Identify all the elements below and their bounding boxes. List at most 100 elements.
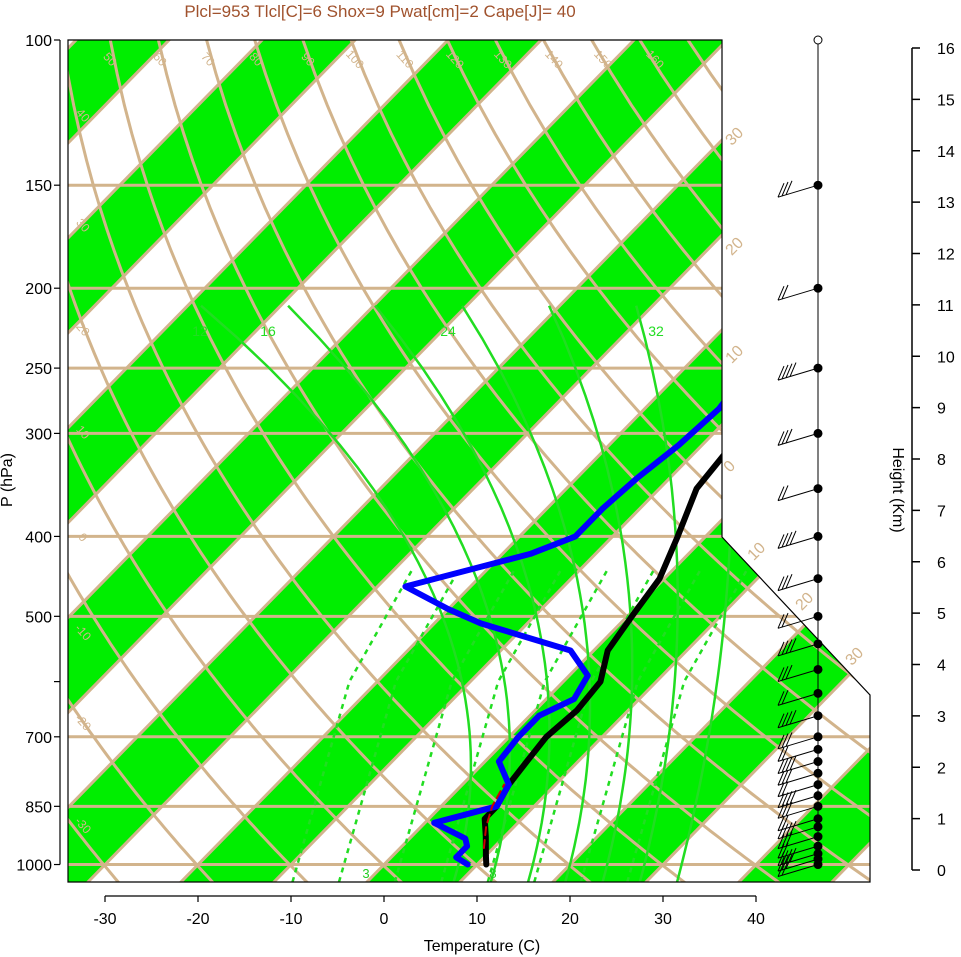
wind-barb-feather <box>785 711 793 726</box>
wind-barb-feather <box>789 821 797 836</box>
wind-barb-feather <box>785 573 793 589</box>
isotherm-line <box>909 2 961 898</box>
x-axis-label: Temperature (C) <box>424 938 540 955</box>
isotherm-line <box>68 40 487 882</box>
wind-barb-feather <box>777 691 785 706</box>
wind-barb-feather <box>781 485 789 500</box>
wind-barb-feather <box>777 816 785 831</box>
wind-barb-feather <box>781 842 789 858</box>
dry-adiabat-line <box>102 40 707 882</box>
wind-barb-feather <box>777 843 785 859</box>
mixing-ratio-line <box>626 569 748 882</box>
dry-adiabat-line <box>149 40 803 882</box>
height-tick-label: 16 <box>937 41 955 58</box>
wind-barb-feather <box>789 789 797 805</box>
y-axis: 1000 850 700 500 400 300 250 200 150 100 <box>16 33 61 875</box>
x-tick-label: 30 <box>654 911 672 928</box>
moist-adiabat-label: 16 <box>260 323 276 339</box>
wind-barb-feather <box>789 638 797 653</box>
y-axis-label: P (hPa) <box>0 453 16 507</box>
wind-barb-shaft <box>777 805 819 819</box>
wind-barb-shaft <box>777 184 819 198</box>
wind-barb-feather <box>781 823 789 838</box>
wind-barb-feather <box>789 709 797 725</box>
mixing-ratio-line <box>579 569 702 882</box>
isotherm-stripe <box>68 40 870 882</box>
wind-barb-feather <box>777 793 785 808</box>
wind-barb-shaft <box>777 795 819 809</box>
y-tick-label: 200 <box>25 281 52 298</box>
wind-barb-shaft <box>777 578 819 592</box>
isotherm-line <box>163 40 870 882</box>
plot-frame <box>67 39 871 883</box>
mixing-ratio-line <box>533 569 655 882</box>
wind-barb-feather <box>781 769 789 785</box>
y-tick-label: 400 <box>25 529 52 546</box>
y-tick-label: 150 <box>25 178 52 195</box>
isotherm-line <box>68 40 301 882</box>
isotherm-stripe <box>536 40 870 882</box>
dry-adiabat-line <box>0 2 37 898</box>
height-tick-label: 9 <box>937 401 946 418</box>
y-tick-label: 500 <box>25 609 52 626</box>
height-tick-label: 3 <box>937 709 946 726</box>
wind-barb-shaft <box>777 853 819 867</box>
dry-adiabat-line <box>68 40 230 882</box>
height-tick-label: 11 <box>937 298 954 315</box>
wind-barb-shaft <box>777 784 819 798</box>
dry-adiabat-line <box>382 40 870 882</box>
wind-barb-feather <box>781 861 789 876</box>
wind-barb-shaft <box>777 748 819 762</box>
wind-barb-feather <box>781 802 789 818</box>
wind-barb-feather <box>777 286 785 301</box>
isotherm-stripe <box>164 40 870 882</box>
wind-barb-feather <box>781 533 789 548</box>
isotherm-right-label: 10 <box>723 342 748 367</box>
isotherm-line <box>535 40 870 882</box>
mixing-ratio-line <box>440 569 562 882</box>
wind-barb-feather <box>777 486 785 501</box>
wind-barb-feather <box>785 664 793 680</box>
wind-barb-shaft <box>777 836 819 850</box>
mixing-ratio-line <box>486 569 609 882</box>
height-tick-label: 13 <box>937 195 955 212</box>
wind-barb-feather <box>781 850 789 865</box>
height-tick-label: 15 <box>937 92 955 109</box>
dry-adiabat-line <box>68 40 134 882</box>
dry-adiabat-line <box>68 40 421 882</box>
isotherm-line <box>68 40 859 882</box>
dry-adiabat-line <box>429 40 870 882</box>
wind-barb-feather <box>785 180 793 195</box>
wind-barb-feather <box>781 666 789 681</box>
wind-barb-feather <box>777 431 785 446</box>
wind-barb-shaft <box>777 488 819 502</box>
height-tick-label: 4 <box>937 658 946 675</box>
wind-barb-feather <box>781 689 789 705</box>
x-tick-label: 10 <box>468 911 486 928</box>
wind-barb-feather <box>777 576 785 591</box>
wind-barb-feather <box>781 575 789 590</box>
height-axis-label: Height (Km) <box>889 447 906 532</box>
wind-barb-feather <box>777 534 785 549</box>
moist-adiabat-label: 12 <box>192 323 208 339</box>
wind-level-dot <box>813 35 823 45</box>
wind-barb-feather <box>781 815 789 830</box>
wind-barb-shaft <box>777 615 819 629</box>
isotherm-stripe <box>909 2 961 898</box>
wind-barb-feather <box>781 781 789 796</box>
mixing-ratio-label: 8 <box>489 866 496 881</box>
wind-barb-feather <box>785 822 793 837</box>
wind-barbs <box>777 35 823 878</box>
mixing-ratio-line <box>291 569 413 882</box>
wind-barb-feather <box>777 862 785 877</box>
wind-barb-shaft <box>777 736 819 750</box>
wind-barb-feather <box>781 284 789 300</box>
wind-barb-feather <box>781 712 789 727</box>
dry-adiabat-line <box>898 2 961 898</box>
x-tick-label: 0 <box>380 911 389 928</box>
wind-barb-shaft <box>777 668 819 682</box>
wind-barb-feather <box>785 428 793 444</box>
dry-adiabat-line <box>68 40 325 882</box>
wind-barb-feather <box>789 530 797 546</box>
